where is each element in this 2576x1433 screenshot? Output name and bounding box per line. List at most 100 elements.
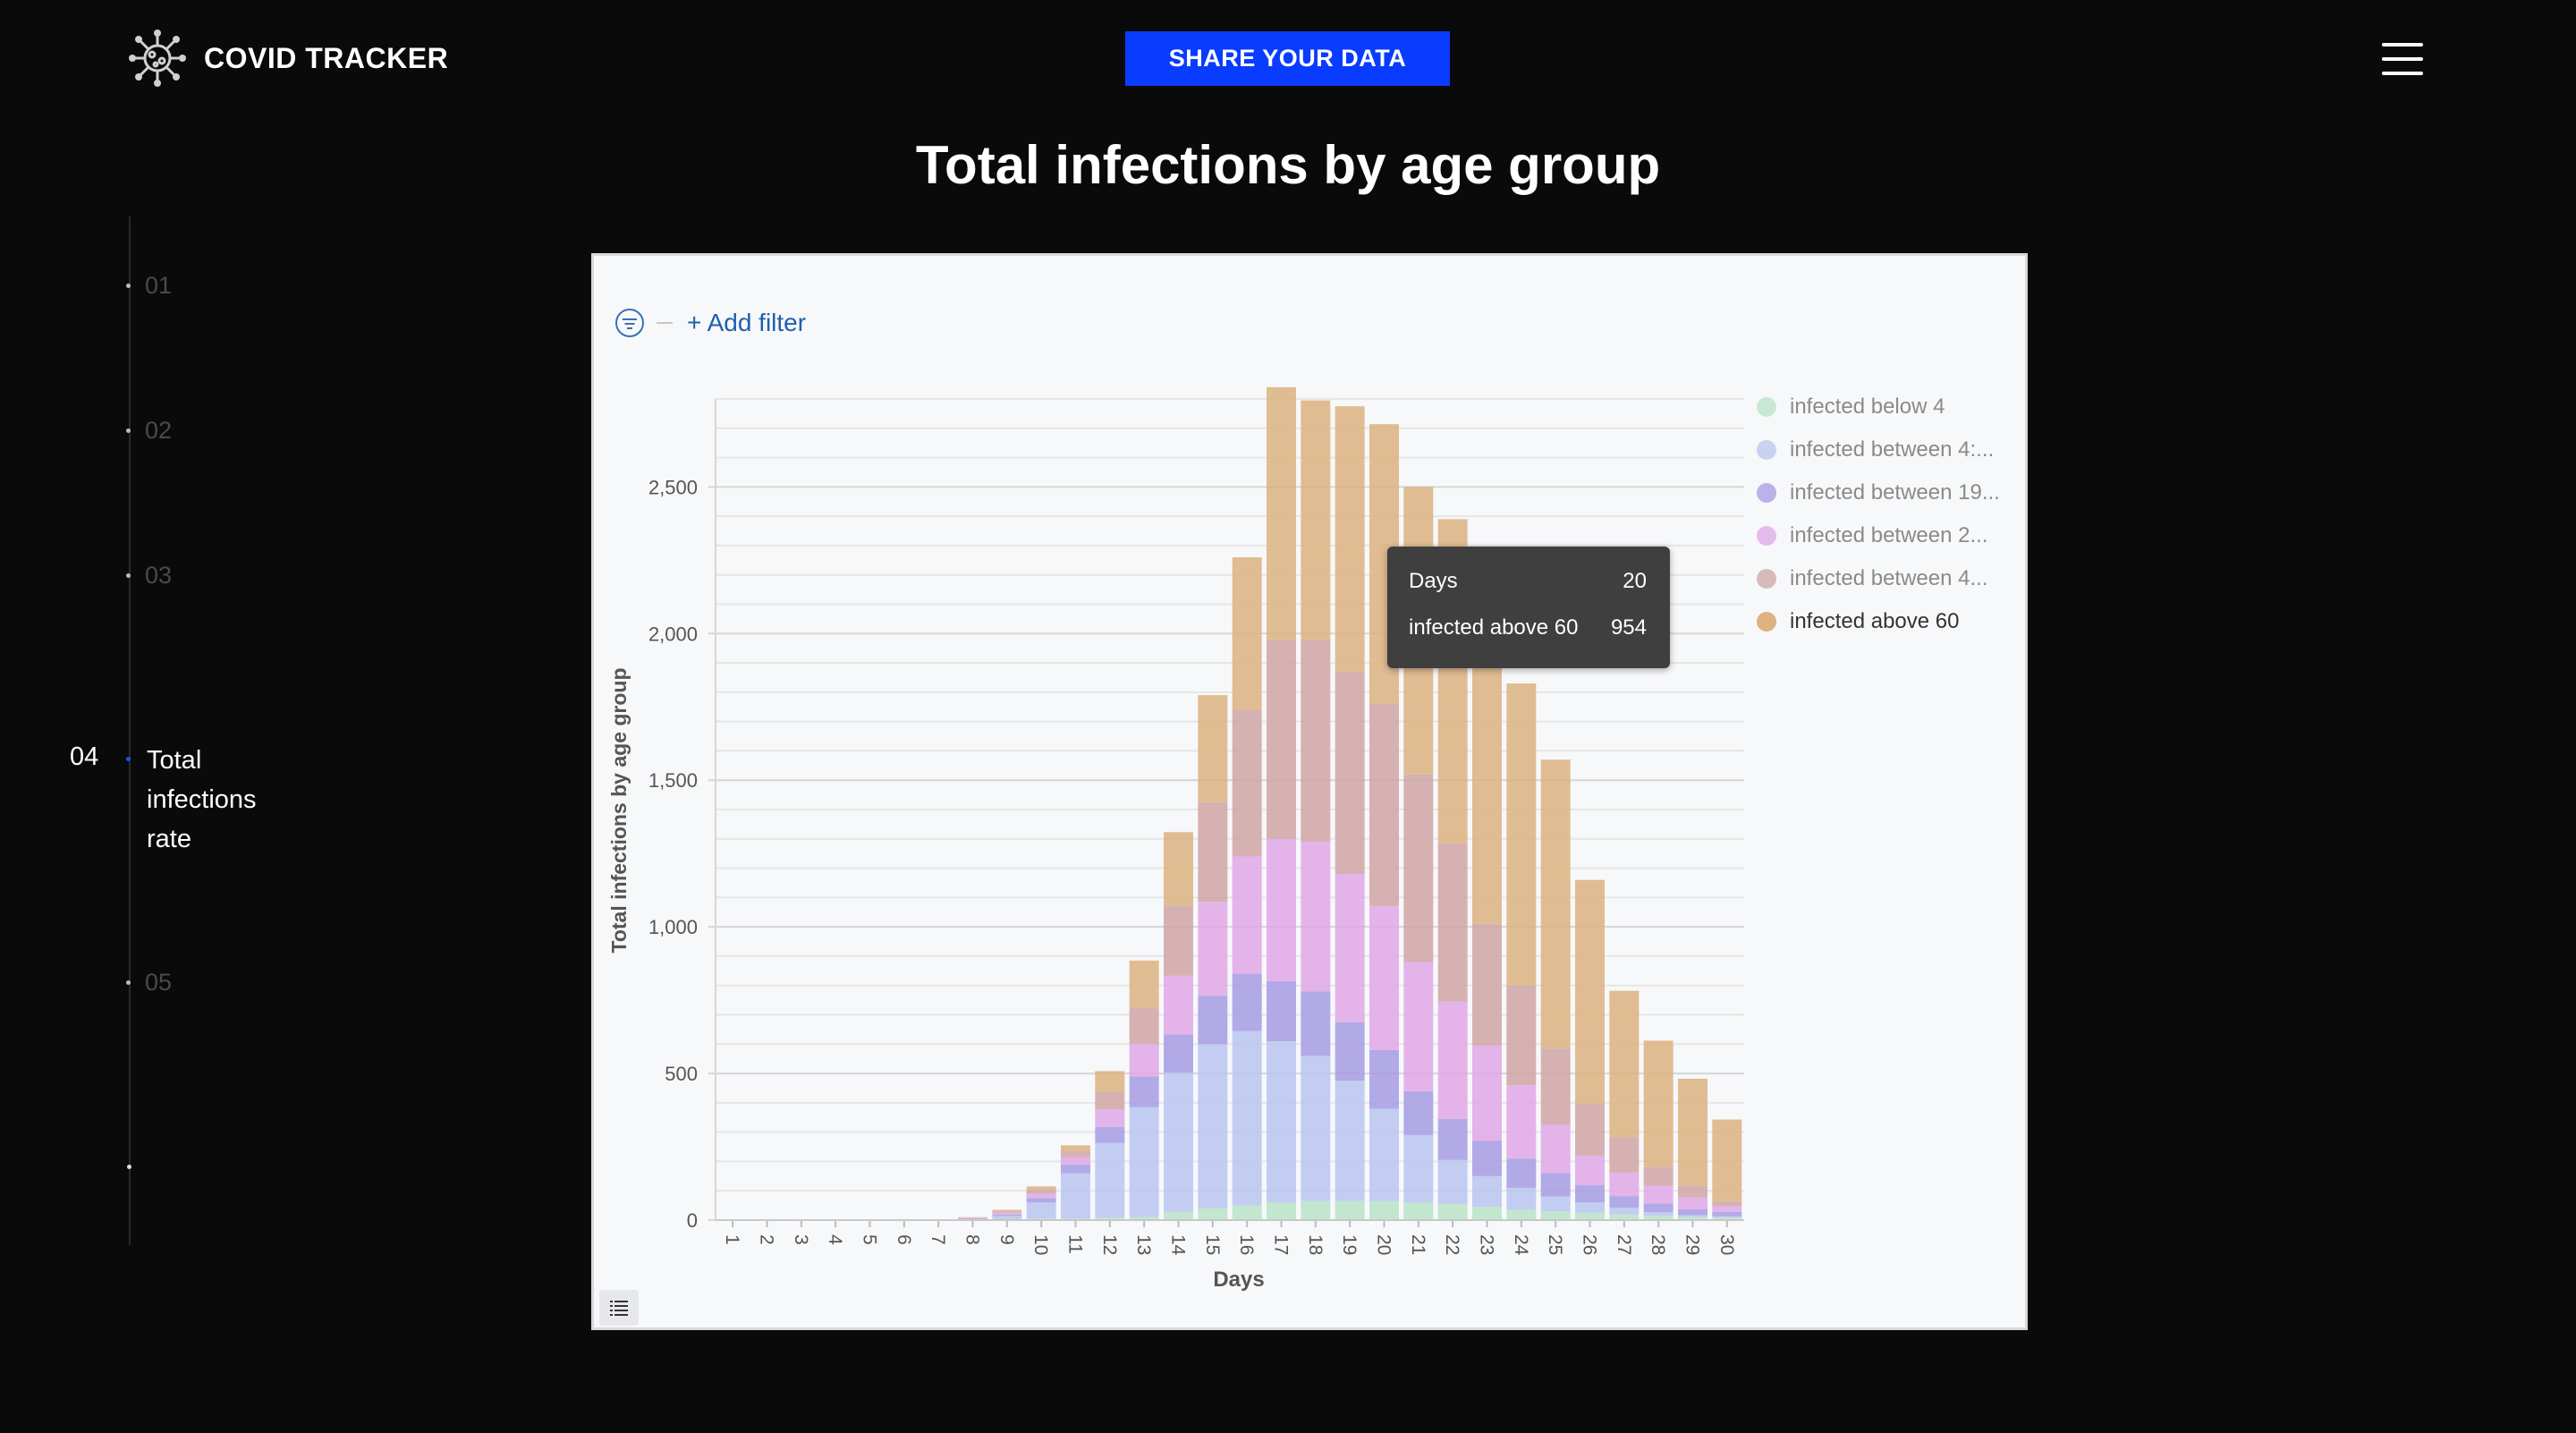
- bar-segment: [1575, 1202, 1605, 1213]
- bar-segment: [1267, 980, 1296, 1042]
- chart-legend: infected below 4 infected between 4:... in…: [1757, 386, 2000, 643]
- section-nav-active-label[interactable]: Total infections rate: [147, 741, 290, 859]
- nav-number: 01: [145, 272, 173, 299]
- data-table-toggle-button[interactable]: [599, 1290, 639, 1326]
- x-tick-label: 18: [1305, 1234, 1326, 1255]
- brand[interactable]: COVID TRACKER: [127, 27, 448, 89]
- bar-segment: [1164, 832, 1193, 906]
- bar-segment: [1575, 1104, 1605, 1156]
- filter-icon[interactable]: [615, 309, 644, 337]
- bar-segment: [1575, 879, 1605, 1105]
- bar-segment: [1506, 985, 1537, 1086]
- bar-segment: [1643, 1216, 1674, 1220]
- bar-segment: [1198, 695, 1228, 802]
- x-tick-label: 20: [1374, 1234, 1394, 1255]
- legend-label: infected below 4: [1790, 394, 1945, 419]
- x-tick-label: 23: [1477, 1234, 1497, 1255]
- bar-segment: [1232, 856, 1262, 974]
- nav-end-dot: [127, 1165, 131, 1169]
- legend-item[interactable]: infected between 19...: [1757, 471, 2000, 514]
- section-nav-item-03[interactable]: 03: [126, 562, 172, 589]
- bar-segment: [1232, 973, 1262, 1031]
- bar-segment: [1678, 1185, 1707, 1198]
- bar-segment: [1506, 1187, 1537, 1210]
- legend-label: infected above 60: [1790, 609, 1960, 633]
- x-tick-label: 7: [928, 1234, 948, 1245]
- x-tick-label: 14: [1168, 1234, 1189, 1256]
- bar-segment: [1403, 1090, 1434, 1135]
- bar-segment: [1061, 1164, 1090, 1174]
- legend-swatch: [1757, 440, 1776, 460]
- tooltip-label: infected above 60: [1409, 615, 1579, 640]
- bar-segment: [1026, 1186, 1056, 1190]
- nav-number: 03: [145, 562, 173, 589]
- bar-segment: [1575, 1155, 1605, 1185]
- bar-segment: [1335, 1022, 1365, 1081]
- bar-segment: [1369, 1200, 1399, 1220]
- bar-segment: [1301, 1200, 1331, 1220]
- x-tick-label: 24: [1511, 1234, 1531, 1256]
- legend-item[interactable]: infected above 60: [1757, 600, 2000, 643]
- bar-segment: [1712, 1211, 1742, 1217]
- legend-item[interactable]: infected below 4: [1757, 386, 2000, 428]
- chart-panel: + Add filter 0 500 1,000 1,500 2,000 2,500 1 2 3…: [591, 253, 2028, 1330]
- legend-item[interactable]: infected between 2...: [1757, 514, 2000, 557]
- legend-item[interactable]: infected between 4:...: [1757, 428, 2000, 471]
- bar-segment: [1437, 1118, 1468, 1160]
- nav-number: 02: [145, 417, 173, 444]
- filter-separator: [657, 322, 673, 324]
- legend-label: infected between 19...: [1790, 480, 2000, 505]
- x-tick-label: 17: [1271, 1234, 1292, 1255]
- nav-active-dot: [126, 757, 131, 761]
- nav-label-line: rate: [147, 825, 191, 853]
- y-axis-title: Total infections by age group: [607, 667, 631, 953]
- tooltip-value: 20: [1623, 569, 1647, 593]
- bar-segment: [1437, 843, 1468, 1002]
- hamburger-menu-icon[interactable]: [2382, 43, 2423, 75]
- share-your-data-button[interactable]: SHARE YOUR DATA: [1125, 31, 1450, 86]
- bar-segment: [1643, 1203, 1674, 1213]
- bar-segment: [1335, 671, 1365, 875]
- x-axis-title: Days: [1213, 1268, 1264, 1292]
- section-nav-item-01[interactable]: 01: [126, 272, 172, 300]
- x-tick-label: 8: [962, 1234, 983, 1245]
- bar-segment: [1575, 1184, 1605, 1203]
- bar-segment: [1267, 1041, 1296, 1203]
- bar-segment: [1712, 1201, 1742, 1207]
- x-tick-label: 28: [1648, 1234, 1668, 1255]
- bar-segment: [1164, 1073, 1193, 1212]
- tooltip-row: infected above 60 954: [1409, 615, 1647, 640]
- bar-segment: [1061, 1157, 1090, 1165]
- bar-segment: [1678, 1078, 1707, 1186]
- y-tick-label: 1,000: [648, 916, 698, 938]
- bar-segment: [1540, 1124, 1571, 1174]
- bar-segment: [1095, 1109, 1125, 1127]
- legend-item[interactable]: infected between 4...: [1757, 557, 2000, 600]
- bar-segment: [1301, 400, 1331, 640]
- section-nav-item-02[interactable]: 02: [126, 417, 172, 445]
- section-nav-item-05[interactable]: 05: [126, 969, 172, 996]
- bar-segment: [1061, 1173, 1090, 1219]
- bar-segment: [1575, 1212, 1605, 1220]
- bar-segment: [1129, 1007, 1159, 1045]
- bar-segment: [1301, 639, 1331, 843]
- bar-segment: [1403, 774, 1434, 962]
- add-filter-button[interactable]: + Add filter: [687, 309, 807, 336]
- bar-segment: [1095, 1091, 1125, 1110]
- bar-segment: [1678, 1215, 1707, 1217]
- y-tick-label: 2,500: [648, 476, 698, 498]
- bar-segment: [1540, 1048, 1571, 1125]
- bar-segment: [1712, 1217, 1742, 1220]
- bar-segment: [1335, 1200, 1365, 1220]
- section-nav-active-number[interactable]: 04: [70, 742, 99, 771]
- bar-segment: [1267, 1202, 1296, 1220]
- bar-segment: [1472, 1175, 1502, 1208]
- bar-segment: [1403, 962, 1434, 1091]
- bar-segment: [1369, 703, 1399, 907]
- bar-segment: [1095, 1217, 1125, 1220]
- bar-segment: [992, 1216, 1022, 1220]
- bar-segment: [1609, 1214, 1640, 1220]
- bar-segment: [1129, 1107, 1159, 1217]
- x-tick-label: 15: [1202, 1234, 1223, 1255]
- bar-segment: [1506, 1158, 1537, 1188]
